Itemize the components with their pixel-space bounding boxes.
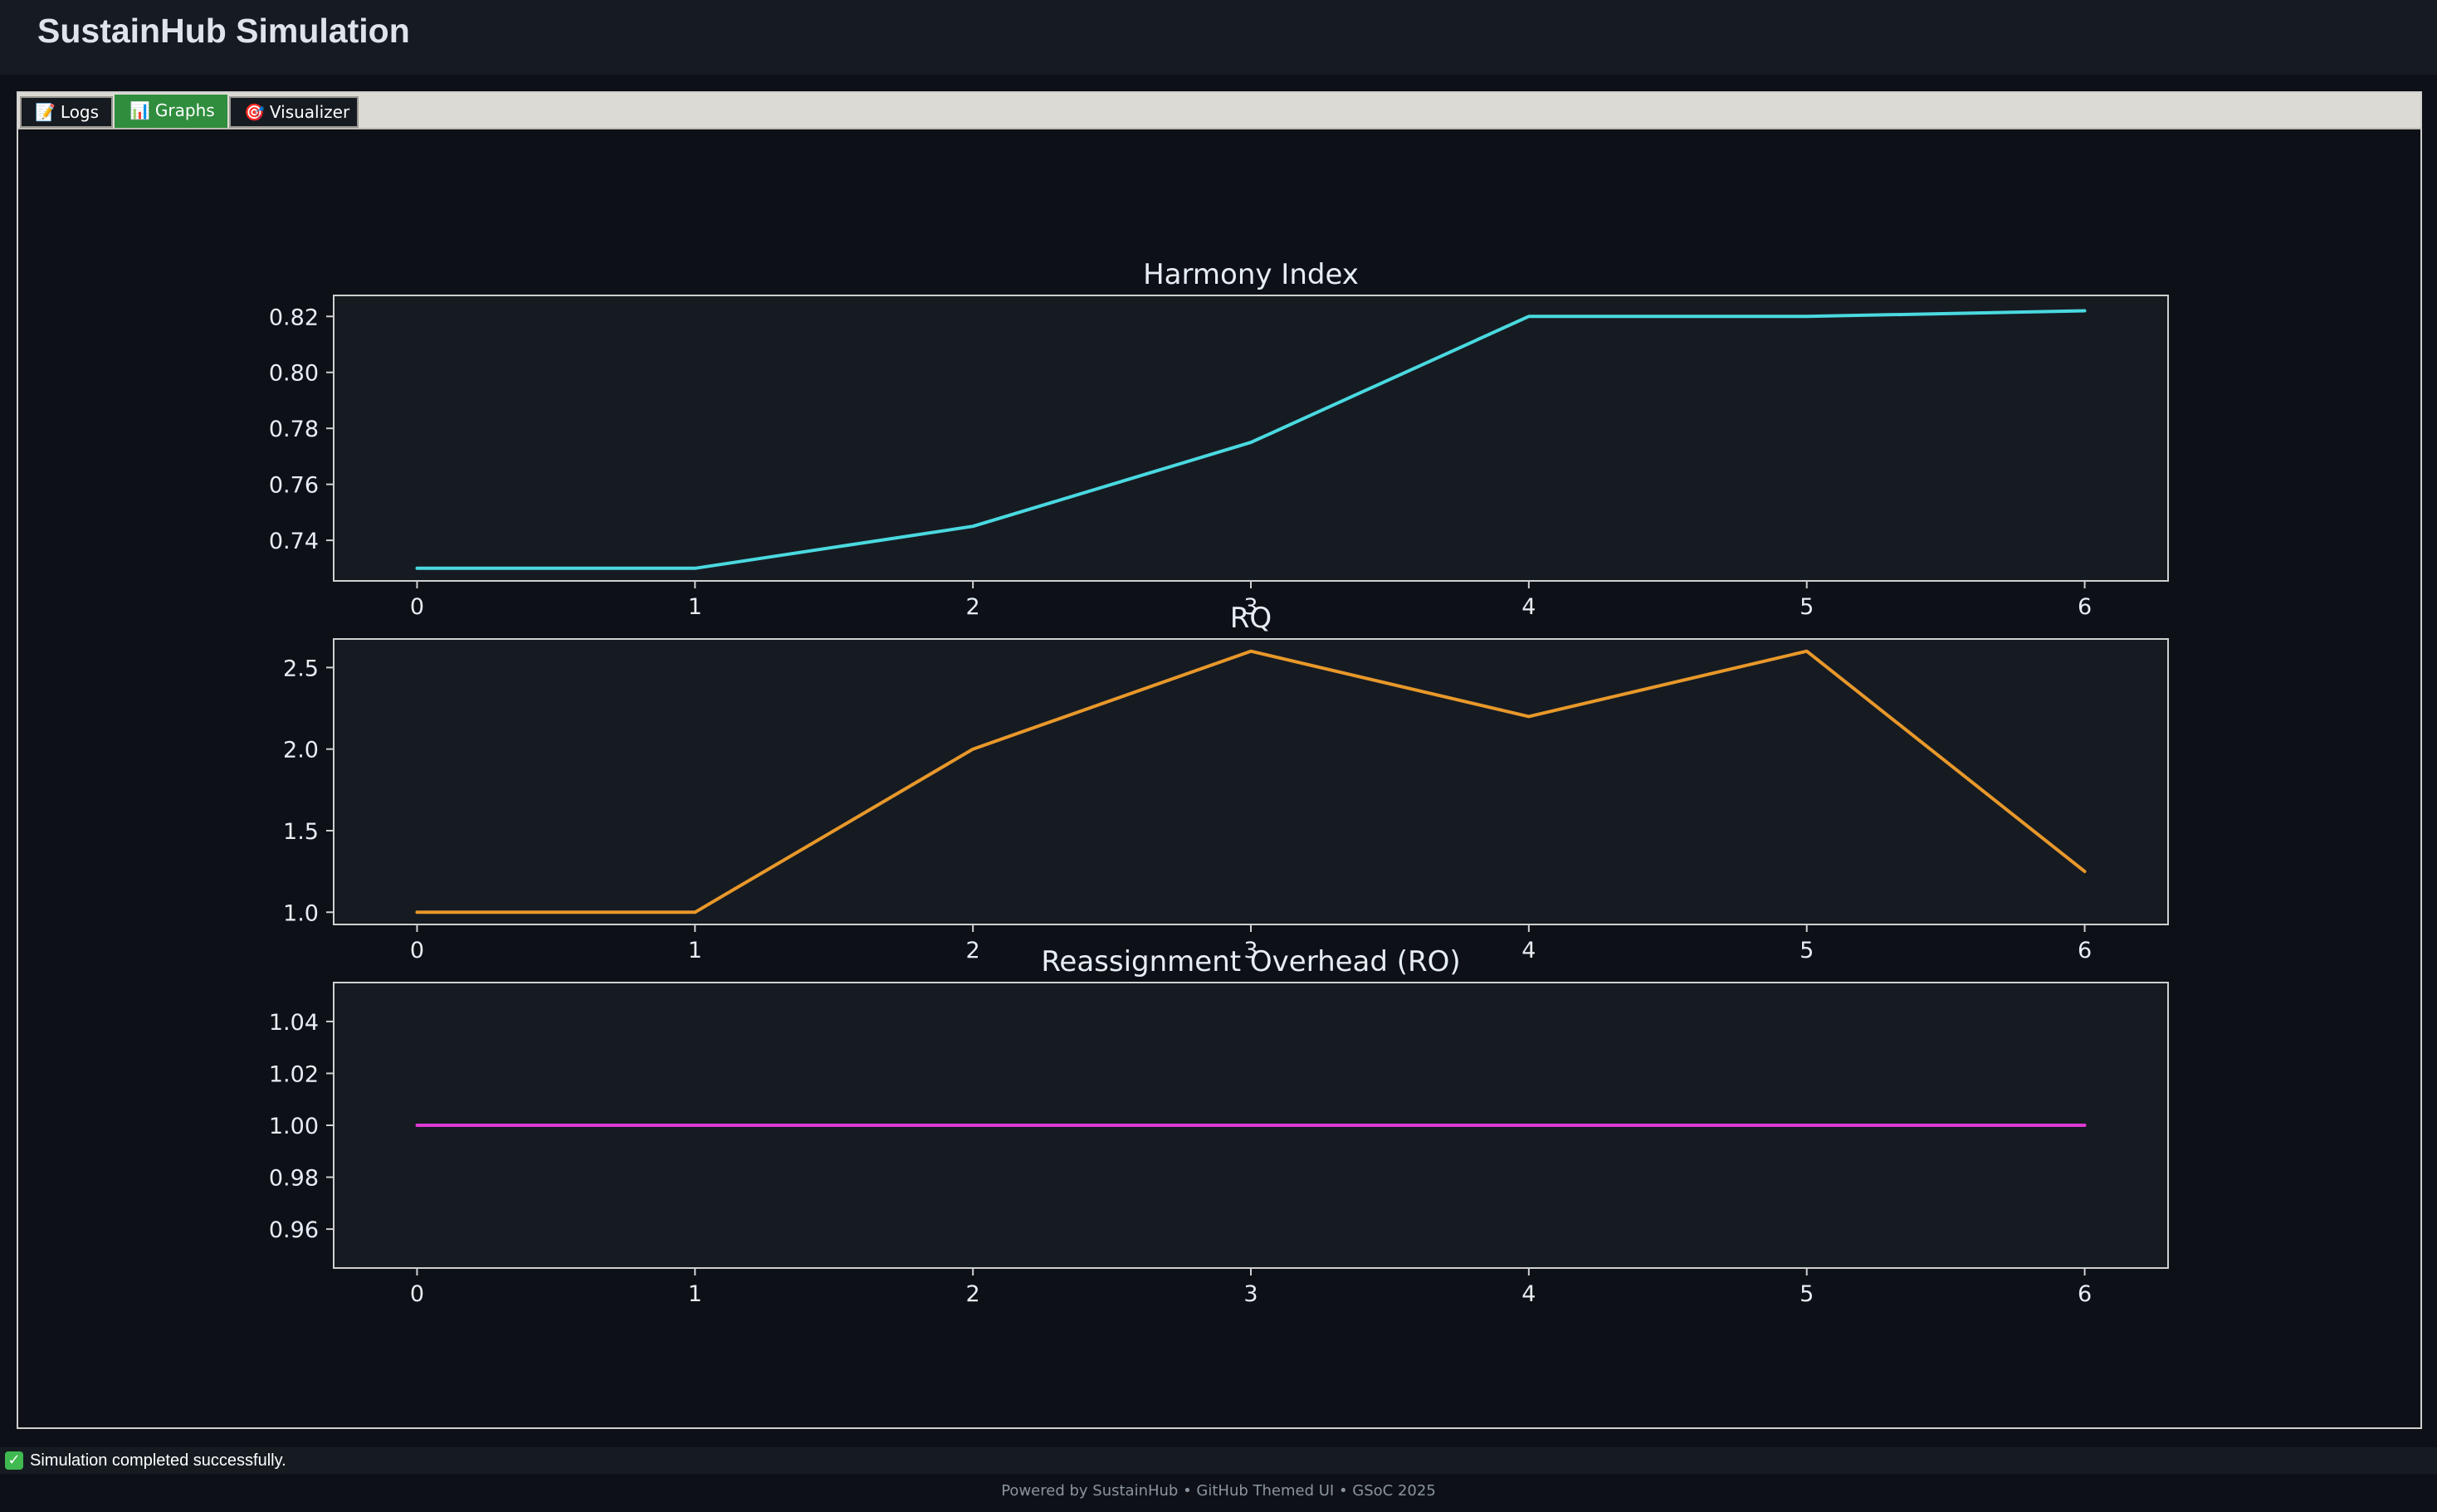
y-tick-label: 1.5 <box>283 819 319 845</box>
footer-text: Powered by SustainHub • GitHub Themed UI… <box>1001 1482 1436 1500</box>
y-tick-label: 0.82 <box>269 305 319 330</box>
status-text: Simulation completed successfully. <box>30 1451 286 1470</box>
tab-label: Visualizer <box>269 102 350 122</box>
y-tick-label: 1.00 <box>269 1114 319 1139</box>
x-tick-label: 2 <box>966 594 980 620</box>
x-tick-label: 1 <box>688 1281 702 1307</box>
x-tick-label: 0 <box>410 938 424 963</box>
y-tick-label: 0.96 <box>269 1217 319 1243</box>
x-tick-label: 3 <box>1243 594 1258 620</box>
y-tick-label: 0.76 <box>269 473 319 499</box>
app-title: SustainHub Simulation <box>37 12 410 50</box>
check-icon: ✓ <box>5 1451 23 1470</box>
y-tick-label: 1.02 <box>269 1061 319 1087</box>
tab-label: Graphs <box>154 100 215 120</box>
series-line-rq <box>415 649 2087 915</box>
status-bar: ✓ Simulation completed successfully. <box>0 1447 2437 1474</box>
x-tick-label: 5 <box>1800 938 1814 963</box>
x-tick-label: 2 <box>966 1281 980 1307</box>
y-tick-label: 0.98 <box>269 1166 319 1192</box>
tab-label: Logs <box>60 102 100 122</box>
x-tick-label: 4 <box>1521 1281 1536 1307</box>
x-tick-label: 0 <box>410 594 424 620</box>
graphs-figure: Harmony Index 0 1 2 3 4 5 6 0.74 0.76 0.78 0.80 0.82… <box>18 129 2420 1427</box>
y-tick-label: 2.0 <box>283 738 319 763</box>
series-line-harmony <box>415 309 2087 570</box>
chart-title: Harmony Index <box>1143 258 1359 291</box>
x-tick-label: 3 <box>1243 1281 1258 1307</box>
y-tick-label: 1.04 <box>269 1010 319 1036</box>
tab-logs[interactable]: 📝 Logs <box>20 96 113 128</box>
y-tick-label: 1.0 <box>283 900 319 926</box>
x-tick-label: 5 <box>1800 594 1814 620</box>
memo-icon: 📝 <box>35 102 56 122</box>
y-tick-label: 0.80 <box>269 361 319 387</box>
y-tick-label: 0.78 <box>269 417 319 442</box>
x-tick-label: 3 <box>1243 938 1258 963</box>
chart-axes-1 <box>333 295 2169 582</box>
x-tick-label: 2 <box>966 938 980 963</box>
tab-graphs[interactable]: 📊 Graphs <box>115 95 227 128</box>
tab-visualizer[interactable]: 🎯 Visualizer <box>229 96 359 128</box>
chart-title: RQ <box>1230 602 1272 635</box>
target-icon: 🎯 <box>244 102 265 122</box>
x-tick-label: 1 <box>688 938 702 963</box>
x-tick-label: 6 <box>2078 938 2092 963</box>
tab-bar: 📝 Logs 📊 Graphs 🎯 Visualizer <box>18 93 2420 129</box>
notebook: 📝 Logs 📊 Graphs 🎯 Visualizer Harmony Index 0… <box>17 91 2422 1429</box>
bar-chart-icon: 📊 <box>129 100 150 120</box>
x-tick-label: 1 <box>688 594 702 620</box>
chart-axes-2 <box>333 638 2169 925</box>
x-tick-label: 6 <box>2078 1281 2092 1307</box>
app-header: SustainHub Simulation <box>0 0 2437 75</box>
y-tick-label: 2.5 <box>283 656 319 681</box>
x-tick-label: 6 <box>2078 594 2092 620</box>
x-tick-label: 5 <box>1800 1281 1814 1307</box>
x-tick-label: 4 <box>1521 938 1536 963</box>
chart-title: Reassignment Overhead (RO) <box>1041 945 1460 978</box>
y-tick-label: 0.74 <box>269 529 319 554</box>
charts-canvas: Harmony Index 0 1 2 3 4 5 6 0.74 0.76 0.78 0.80 0.82… <box>269 258 2169 1307</box>
x-tick-label: 4 <box>1521 594 1536 620</box>
x-tick-label: 0 <box>410 1281 424 1307</box>
